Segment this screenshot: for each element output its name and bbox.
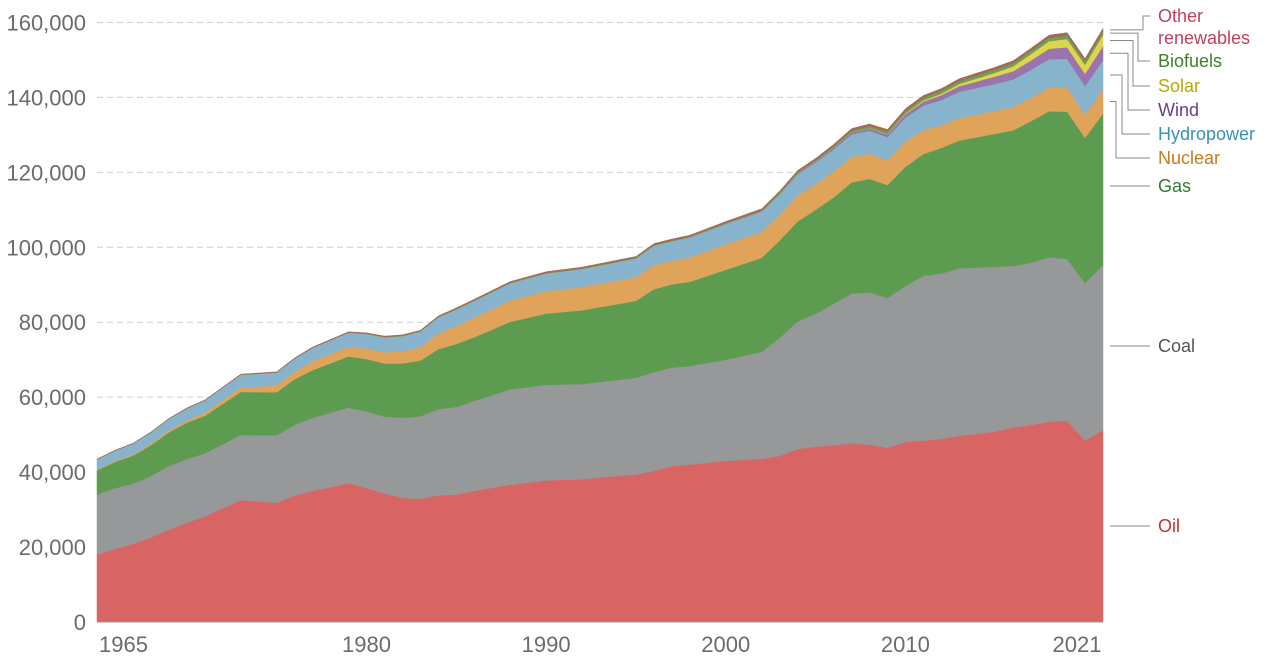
x-axis-ticks: 1965 1980 1990 2000 2010 2021 <box>99 632 1101 657</box>
legend-label-coal: Coal <box>1158 336 1195 356</box>
y-tick-label: 40,000 <box>19 460 86 485</box>
legend-label-wind: Wind <box>1158 100 1199 120</box>
legend-label-solar: Solar <box>1158 76 1200 96</box>
legend-label-gas: Gas <box>1158 176 1191 196</box>
x-tick-label: 2021 <box>1053 632 1102 657</box>
area-other-renewables <box>96 27 1104 460</box>
legend-label-other-renewables: Other <box>1158 6 1203 26</box>
stacked-areas <box>96 27 1104 623</box>
x-tick-label: 2000 <box>701 632 750 657</box>
leader-line-wind <box>1110 52 1150 111</box>
y-tick-label: 0 <box>74 610 86 635</box>
y-tick-label: 20,000 <box>19 535 86 560</box>
legend-label-nuclear: Nuclear <box>1158 148 1220 168</box>
legend-label-oil: Oil <box>1158 516 1180 536</box>
leader-line-other-renewables <box>1110 15 1150 31</box>
legend-label-biofuels: Biofuels <box>1158 51 1222 71</box>
y-tick-label: 160,000 <box>6 10 86 35</box>
y-tick-label: 100,000 <box>6 235 86 260</box>
x-tick-label: 1965 <box>99 632 148 657</box>
x-tick-label: 1990 <box>522 632 571 657</box>
y-axis-ticks: 0 20,000 40,000 60,000 80,000 100,000 120,000 1… <box>6 10 86 635</box>
x-tick-label: 2010 <box>881 632 930 657</box>
leader-line-solar <box>1110 39 1150 87</box>
y-tick-label: 120,000 <box>6 160 86 185</box>
leader-line-hydropower <box>1110 74 1150 135</box>
leader-line-nuclear <box>1110 101 1150 159</box>
legend-label-hydropower: Hydropower <box>1158 124 1255 144</box>
legend-label-other-renewables: renewables <box>1158 28 1250 48</box>
y-tick-label: 80,000 <box>19 310 86 335</box>
leader-line-biofuels <box>1110 32 1150 62</box>
x-tick-label: 1980 <box>342 632 391 657</box>
y-tick-label: 60,000 <box>19 385 86 410</box>
series-legend: Oil Coal Gas Nuclear Hydropower Wind Solar Biof… <box>1110 6 1255 536</box>
y-tick-label: 140,000 <box>6 85 86 110</box>
